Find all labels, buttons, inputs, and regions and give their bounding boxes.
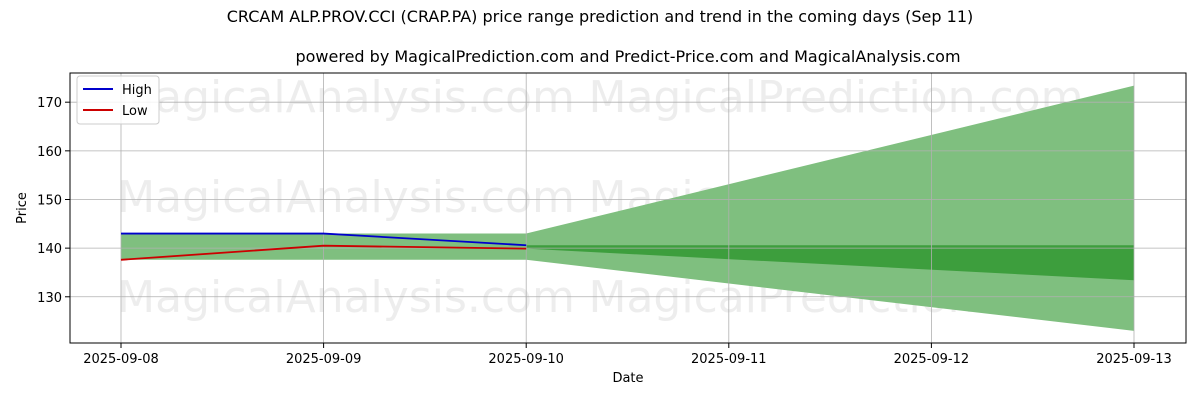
x-tick-label: 2025-09-13 bbox=[1096, 352, 1172, 367]
ticks-layer: 2025-09-08 2025-09-09 2025-09-10 2025-09-11… bbox=[37, 96, 1172, 367]
y-tick-label: 130 bbox=[37, 291, 62, 306]
x-tick-label: 2025-09-12 bbox=[894, 352, 970, 367]
x-tick-label: 2025-09-09 bbox=[286, 352, 362, 367]
y-tick-label: 170 bbox=[37, 96, 62, 111]
series-line-low bbox=[120, 244, 527, 261]
plot-frame bbox=[69, 72, 1187, 344]
lines-layer bbox=[120, 232, 527, 261]
watermark-text: MagicalAnalysis.com bbox=[117, 72, 575, 123]
x-axis-label: Date bbox=[612, 371, 643, 386]
x-tick-label: 2025-09-08 bbox=[83, 352, 159, 367]
chart-title: CRCAM ALP.PROV.CCI (CRAP.PA) price range… bbox=[227, 7, 974, 26]
y-tick-label: 160 bbox=[37, 145, 62, 160]
y-axis-label: Price bbox=[15, 192, 30, 224]
chart-subtitle: powered by MagicalPrediction.com and Pre… bbox=[295, 47, 960, 66]
watermark-text: MagicalAnalysis.com bbox=[117, 172, 575, 223]
watermark-text: MagicalAnalysis.com bbox=[117, 272, 575, 323]
forecast-inner-band bbox=[526, 245, 1134, 281]
x-tick-label: 2025-09-11 bbox=[691, 352, 767, 367]
legend: High Low bbox=[76, 75, 160, 125]
watermark-text: MagicalPrediction.com bbox=[589, 72, 1084, 123]
legend-label-high: High bbox=[122, 83, 152, 98]
grid-layer bbox=[70, 73, 1186, 343]
x-tick-label: 2025-09-10 bbox=[488, 352, 564, 367]
series-line-high bbox=[121, 232, 527, 247]
legend-label-low: Low bbox=[122, 104, 148, 119]
y-tick-label: 150 bbox=[37, 193, 62, 208]
y-tick-label: 140 bbox=[37, 242, 62, 257]
